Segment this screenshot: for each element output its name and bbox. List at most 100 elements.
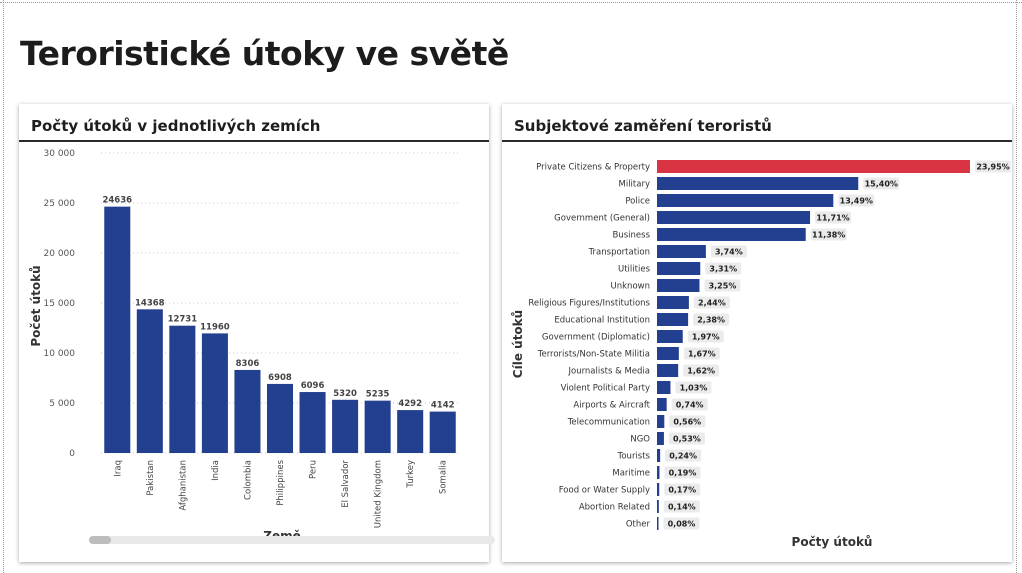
country-bar-value-label: 5320 (333, 389, 357, 399)
target-bar-value-label: 13,49% (840, 197, 873, 206)
target-value-pill (683, 364, 720, 377)
target-bar-value-label: 0,19% (669, 469, 697, 478)
target-bar[interactable] (657, 466, 660, 479)
target-value-pill (664, 483, 701, 496)
target-bar[interactable] (657, 415, 665, 428)
country-bar[interactable] (104, 206, 131, 453)
target-bar[interactable] (657, 330, 683, 343)
country-bar[interactable] (201, 333, 228, 453)
country-bar-value-label: 11960 (200, 322, 230, 332)
target-value-pill (705, 262, 742, 275)
country-chart-card[interactable]: Počty útoků v jednotlivých zemích 0 5 000… (19, 104, 495, 562)
target-category-label: Food or Water Supply (559, 486, 650, 496)
target-value-pill (668, 432, 705, 445)
target-bar[interactable] (657, 500, 659, 513)
target-category-label: Abortion Related (579, 503, 650, 513)
country-bar[interactable] (299, 392, 326, 453)
target-category-label: Telecommunication (567, 418, 650, 428)
target-category-label: Maritime (612, 469, 650, 479)
target-bar-value-label: 2,44% (698, 299, 726, 308)
country-category-label: India (211, 460, 221, 481)
country-chart-ylabel: Počet útoků (29, 265, 43, 346)
country-bar[interactable] (234, 369, 261, 453)
target-value-pill (710, 245, 747, 258)
target-bar[interactable] (657, 483, 660, 496)
target-chart-title-rule (502, 140, 1012, 142)
country-chart-ytick-label: 5 000 (49, 399, 75, 409)
country-bar-value-label: 4142 (431, 401, 455, 411)
target-bar[interactable] (657, 228, 806, 241)
country-bar[interactable] (136, 309, 163, 453)
country-bar-value-label: 6096 (301, 381, 325, 391)
target-category-label: Business (613, 231, 651, 241)
country-bar-value-label: 4292 (398, 399, 422, 409)
target-category-label: Educational Institution (554, 316, 650, 326)
target-bar[interactable] (657, 177, 859, 190)
target-category-label: Violent Political Party (561, 384, 650, 394)
target-bar[interactable] (657, 449, 661, 462)
target-value-pill (863, 177, 900, 190)
target-chart-title: Subjektové zaměření teroristů (514, 117, 772, 135)
country-bar-value-label: 6908 (268, 373, 292, 383)
target-category-label: Government (Diplomatic) (542, 333, 650, 343)
target-bar[interactable] (657, 381, 671, 394)
country-category-label: Philippines (276, 459, 286, 505)
target-chart-ylabel: Cíle útoků (511, 310, 525, 378)
country-bar[interactable] (397, 410, 424, 453)
target-category-label: NGO (630, 435, 650, 445)
target-value-pill (683, 347, 720, 360)
target-bar-value-label: 3,74% (715, 248, 743, 257)
target-value-pill (663, 517, 700, 530)
target-bar-value-label: 0,17% (668, 486, 696, 495)
country-bar[interactable] (364, 400, 391, 453)
country-chart-plot: 0 5 000 10 000 15 000 20 000 25 000 30 000 2463… (29, 149, 459, 543)
target-category-label: Journalists & Media (567, 367, 650, 377)
country-category-label: Colombia (243, 460, 253, 500)
country-bar[interactable] (266, 383, 294, 453)
target-bar-value-label: 1,67% (688, 350, 716, 359)
country-chart-ytick-label: 15 000 (44, 299, 76, 309)
country-chart-title-rule (19, 140, 489, 142)
target-category-label: Religious Figures/Institutions (528, 299, 650, 309)
target-bar[interactable] (657, 313, 689, 326)
country-chart-ytick-label: 25 000 (44, 199, 76, 209)
country-bar[interactable] (332, 399, 359, 453)
target-bar[interactable] (657, 364, 679, 377)
target-value-pill (665, 449, 702, 462)
target-category-label: Police (625, 197, 650, 207)
target-category-label: Other (626, 520, 651, 530)
target-bar[interactable] (657, 160, 970, 173)
target-category-label: Private Citizens & Property (536, 163, 650, 173)
target-bar[interactable] (657, 398, 667, 411)
target-bar[interactable] (657, 194, 834, 207)
country-chart-ytick-label: 0 (69, 449, 75, 459)
target-bar[interactable] (657, 245, 706, 258)
target-bar[interactable] (657, 517, 659, 530)
target-bar-value-label: 0,24% (669, 452, 697, 461)
country-category-label: Somalia (439, 460, 449, 494)
target-bar[interactable] (657, 432, 664, 445)
country-bar-value-label: 8306 (236, 359, 260, 369)
country-category-label: Pakistan (146, 460, 156, 496)
country-chart-scrollbar[interactable] (89, 536, 495, 544)
target-bar-value-label: 2,38% (697, 316, 725, 325)
target-bar[interactable] (657, 211, 811, 224)
target-bar[interactable] (657, 262, 701, 275)
target-bar-value-label: 0,53% (673, 435, 701, 444)
page-title: Teroristické útoky ve světě (20, 34, 509, 73)
country-bar[interactable] (429, 411, 456, 453)
target-bar[interactable] (657, 347, 679, 360)
target-bar-value-label: 23,95% (976, 163, 1009, 172)
target-bar[interactable] (657, 296, 689, 309)
target-value-pill (669, 415, 706, 428)
target-chart-card[interactable]: Subjektové zaměření teroristů Private Ci… (502, 104, 1012, 562)
target-category-label: Tourists (617, 452, 651, 462)
country-bar[interactable] (169, 325, 196, 453)
target-bar[interactable] (657, 279, 700, 292)
target-value-pill (693, 313, 730, 326)
target-bar-value-label: 1,03% (680, 384, 708, 393)
country-category-label: El Salvador (341, 459, 351, 507)
target-bar-value-label: 1,97% (692, 333, 720, 342)
target-chart-xlabel: Počty útoků (792, 535, 873, 549)
country-chart-scrollbar-thumb[interactable] (89, 536, 111, 544)
